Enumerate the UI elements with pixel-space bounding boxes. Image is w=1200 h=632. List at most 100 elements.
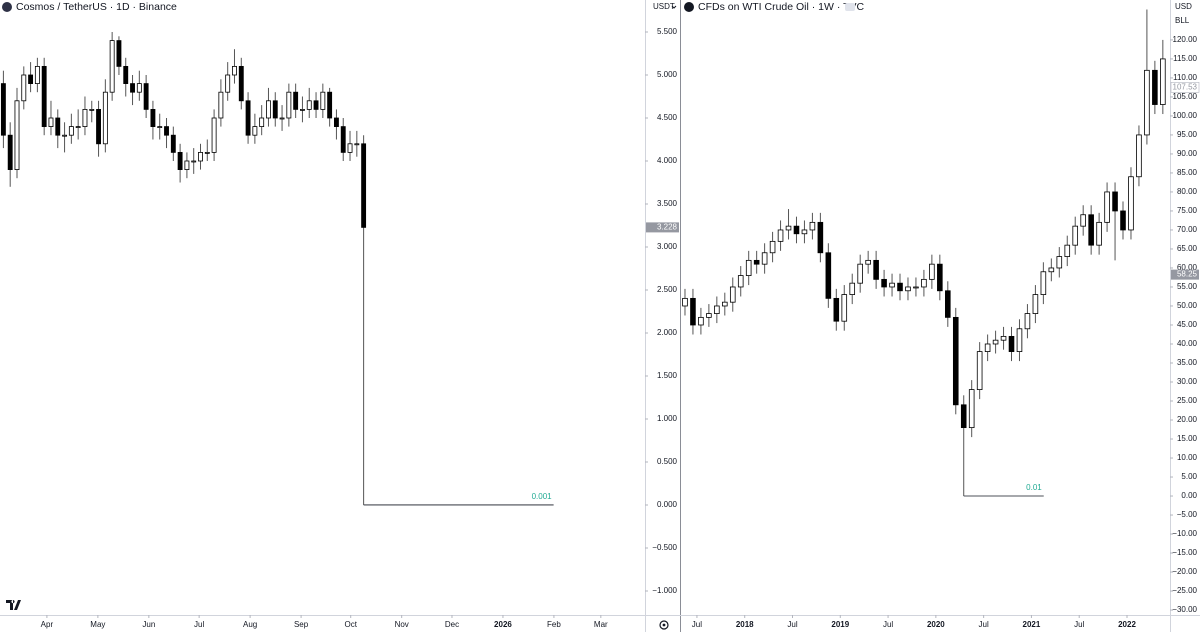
chart-title: Cosmos / TetherUS · 1D · Binance (16, 1, 177, 13)
candle (929, 254, 935, 289)
candle-body (170, 134, 176, 153)
time-axis: Apr May Jun Jul Aug Sep Oct Nov Dec 2026 Feb Mar (41, 615, 608, 629)
candle (1152, 60, 1158, 115)
candle-body (984, 343, 991, 352)
candle (1096, 212, 1102, 255)
candle-body (706, 313, 712, 318)
candle-body (327, 91, 333, 119)
candle (75, 109, 81, 140)
candle-body (143, 83, 149, 110)
candle-body (1048, 267, 1055, 273)
currency-label[interactable]: USD (1175, 2, 1192, 11)
header-left: Cosmos / TetherUS · 1D · Binance USDT (2, 1, 677, 13)
y-tick-label: 15.00 (1177, 434, 1198, 443)
candle-body (211, 117, 217, 153)
y-tick-label: −0.500 (652, 543, 677, 552)
y-tick-label: −10.00 (1172, 529, 1197, 538)
candle-body (841, 294, 848, 322)
y-tick-label: 0.000 (657, 500, 678, 509)
price-tag: 58.25 (1177, 270, 1198, 279)
y-tick-label: 100.00 (1173, 111, 1198, 120)
candle-body (761, 252, 768, 265)
candle-body (793, 225, 800, 235)
low-marker-label: 0.01 (1026, 483, 1042, 492)
chart-title: CFDs on WTI Crude Oil · 1W · TVC (698, 1, 864, 13)
candle (279, 105, 285, 131)
y-tick-label: 30.00 (1177, 377, 1198, 386)
y-tick-label: −25.00 (1172, 586, 1197, 595)
candle (259, 105, 265, 136)
candle-body (745, 259, 752, 276)
y-tick-label: 5.000 (657, 70, 678, 79)
candle-body (306, 100, 312, 110)
candle (150, 100, 156, 140)
candle (102, 79, 108, 153)
candle-body (14, 100, 20, 170)
candle-body (313, 100, 319, 110)
x-tick-label: Mar (594, 620, 608, 629)
candle-body (232, 65, 237, 76)
candle-body (809, 221, 816, 231)
settings-button[interactable] (659, 620, 669, 630)
candle (198, 143, 203, 170)
candle (857, 254, 863, 293)
y-tick-label: 2.000 (657, 328, 678, 337)
x-tick-label: Sep (294, 620, 309, 629)
candle-body (1136, 134, 1142, 178)
candle (320, 83, 326, 118)
candle-body (204, 151, 210, 154)
candle (204, 139, 210, 161)
candle (1112, 182, 1118, 261)
currency-label[interactable]: USDT (653, 2, 675, 11)
candle (722, 292, 728, 316)
candle (89, 100, 95, 123)
y-tick-label: 110.00 (1173, 73, 1197, 82)
candle-body (769, 240, 776, 254)
candle-body (157, 126, 163, 128)
candle-body (777, 229, 784, 242)
candle (833, 288, 840, 331)
dropdown-chevron[interactable] (671, 5, 677, 9)
candle (1040, 262, 1047, 305)
candle-body (300, 108, 305, 111)
candle (300, 96, 305, 123)
candle (809, 212, 816, 240)
candle (976, 342, 983, 400)
collapse-button[interactable] (845, 3, 855, 11)
tradingview-logo (6, 600, 21, 610)
candle-body (992, 339, 999, 345)
price-axis: −1.000 −0.500 0.000 0.500 1.000 1.500 2.000 2.5… (645, 27, 679, 595)
candle-body (1072, 225, 1079, 246)
candle (232, 49, 237, 84)
y-tick-label: −1.000 (652, 586, 677, 595)
y-tick-label: 55.00 (1177, 282, 1198, 291)
candle-body (82, 108, 88, 127)
candle-body (7, 134, 13, 170)
y-tick-label: −5.00 (1177, 510, 1198, 519)
candle (825, 243, 832, 308)
candle (306, 87, 312, 118)
y-tick-label: 95.00 (1177, 130, 1198, 139)
candle-body (116, 40, 122, 67)
y-tick-label: 20.00 (1177, 415, 1198, 424)
candle-body (184, 160, 190, 170)
candle (211, 109, 217, 161)
candle-body (286, 91, 292, 119)
y-tick-label: 3.500 (657, 199, 678, 208)
candle (992, 330, 999, 354)
y-tick-label: 50.00 (1177, 301, 1198, 310)
candle (1136, 125, 1142, 187)
y-tick-label: 0.00 (1181, 491, 1197, 500)
candle (1000, 326, 1007, 350)
candle-body (252, 126, 258, 136)
candle-body (1152, 69, 1158, 105)
y-tick-label: 5.00 (1181, 472, 1197, 481)
y-tick-label: 115.00 (1173, 54, 1197, 63)
candle (1048, 258, 1055, 282)
candle-body (1088, 214, 1094, 246)
candle (136, 70, 142, 101)
candle-body (191, 160, 197, 163)
x-tick-label: Jul (787, 620, 797, 629)
candle-body (225, 74, 231, 93)
candle (785, 209, 792, 240)
